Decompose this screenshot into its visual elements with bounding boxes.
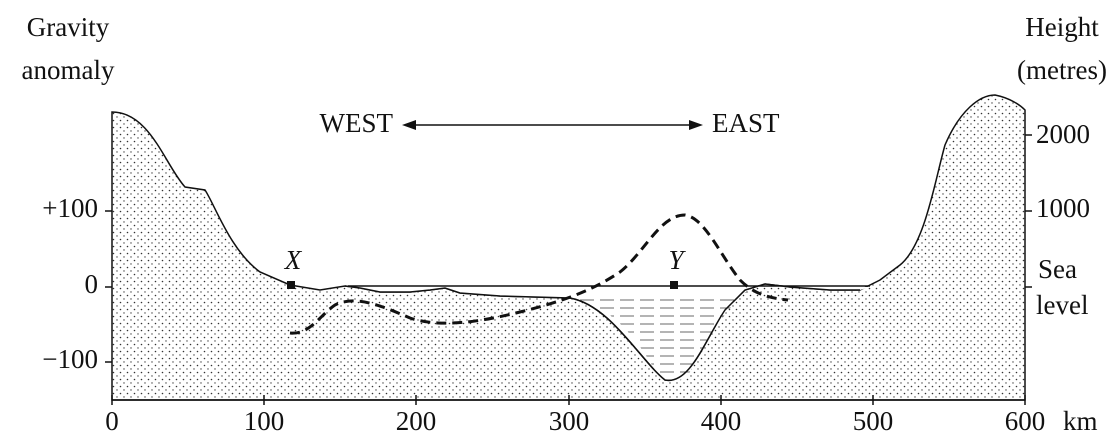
point-y-label: Y [668,245,686,275]
right-tick-label: 2000 [1036,119,1090,149]
west-label: WEST [320,108,394,138]
terrain [111,94,1026,401]
x-axis-unit: km [1063,406,1098,436]
left-axis-title: anomaly [22,55,115,85]
x-tick-label: 500 [853,406,894,436]
x-tick-label: 600 [1005,406,1046,436]
gravity-curve [289,213,789,335]
right-tick-label: 1000 [1036,193,1090,223]
point-y-marker [670,281,678,289]
x-tick-label: 200 [396,406,437,436]
x-tick-label: 100 [244,406,285,436]
sea-level-label: Sea [1038,254,1077,284]
axes [105,134,1032,405]
direction-arrow [402,120,703,130]
left-tick-label: +100 [42,193,98,223]
right-axis-title: Height [1025,12,1099,42]
left-tick-label: −100 [42,344,98,374]
point-x-marker [287,281,295,289]
point-x-label: X [284,245,303,275]
right-axis-title: (metres) [1017,55,1107,85]
east-label: EAST [712,108,780,138]
x-tick-label: 300 [549,406,590,436]
sea-level-label: level [1036,290,1088,320]
left-axis-title: Gravity [27,12,110,42]
x-tick-label: 0 [105,406,119,436]
x-tick-label: 400 [701,406,742,436]
left-tick-label: 0 [85,269,99,299]
